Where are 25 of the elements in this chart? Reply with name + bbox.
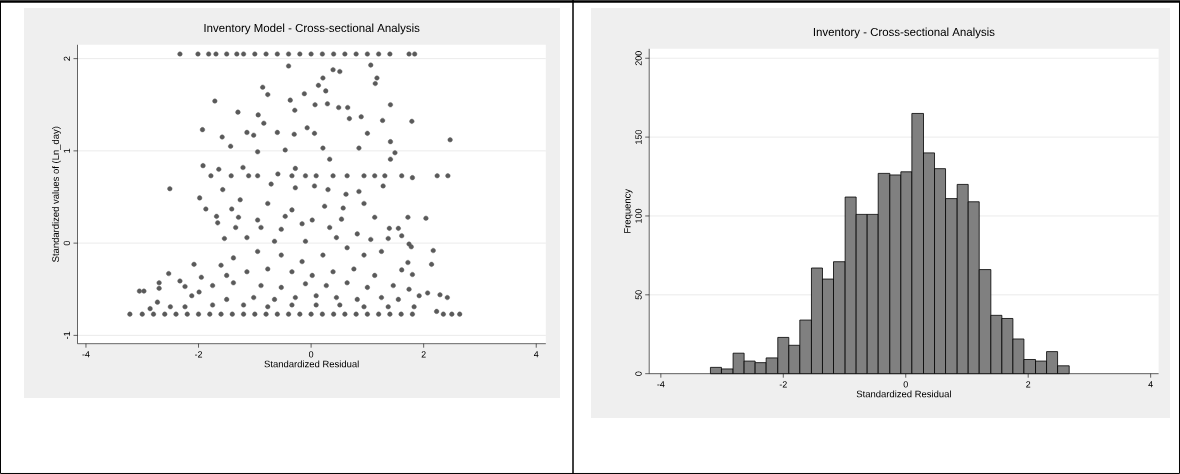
x-tick-label: -2 [194, 351, 203, 358]
x-tick-label: 0 [903, 381, 908, 388]
y-tick-label: 50 [635, 290, 642, 300]
y-tick-label: 150 [635, 129, 642, 144]
x-tick-label: 2 [421, 351, 426, 358]
x-axis-title: Standardized Residual [856, 390, 951, 398]
chart-title: Inventory - Cross-sectional Analysis [813, 27, 995, 39]
x-tick-label: -4 [657, 381, 665, 388]
x-tick-label: 4 [533, 351, 539, 358]
y-tick-label: 2 [63, 56, 70, 61]
y-tick-label: 0 [635, 371, 642, 376]
y-axis-title: Standardized values of (Ln_day) [51, 126, 61, 262]
y-tick-label: -1 [63, 331, 70, 339]
y-tick-label: 0 [63, 240, 70, 246]
x-tick-label: 2 [1026, 381, 1031, 388]
y-axis-title: Frequency [624, 188, 633, 233]
y-tick-label: 1 [63, 148, 70, 153]
x-tick-label: 0 [308, 351, 314, 358]
y-tick-label: 200 [635, 51, 642, 66]
x-axis-title: Standardized Residual [264, 360, 359, 368]
y-tick-label: 100 [635, 208, 642, 223]
x-tick-label: -4 [82, 351, 90, 358]
chart-title: Inventory Model - Cross-sectional Analysis [204, 23, 420, 35]
x-tick-label: -2 [779, 381, 787, 388]
x-tick-label: 4 [1148, 381, 1153, 388]
